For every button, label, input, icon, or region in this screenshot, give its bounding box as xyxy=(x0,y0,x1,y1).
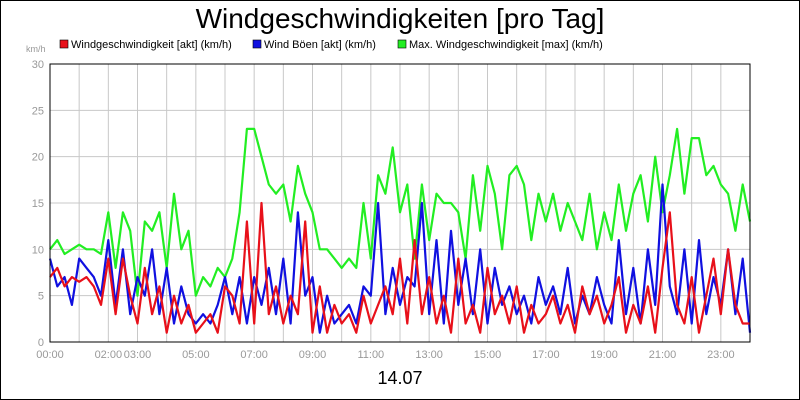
x-tick-label: 00:00 xyxy=(36,349,64,361)
legend-label: Wind Böen [akt] (km/h) xyxy=(264,39,376,51)
y-tick-label: 20 xyxy=(32,152,44,164)
y-tick-label: 15 xyxy=(32,198,44,210)
x-tick-label: 15:00 xyxy=(474,349,502,361)
y-tick-label: 5 xyxy=(38,291,44,303)
x-tick-label: 09:00 xyxy=(299,349,327,361)
series-line-1 xyxy=(48,183,752,334)
x-tick-label: 05:00 xyxy=(182,349,210,361)
legend-label: Max. Windgeschwindigkeit [max] (km/h) xyxy=(409,39,603,51)
y-axis-tick-labels: 0 5 10 15 20 25 30 xyxy=(32,59,44,349)
y-tick-label: 0 xyxy=(38,337,44,349)
y-axis-unit-label: km/h xyxy=(26,44,46,54)
x-axis-tick-labels: 00:00 02:00 03:00 05:00 07:00 09:00 11:00 13:00… xyxy=(36,349,734,361)
series-line-0 xyxy=(49,201,750,334)
chart-title: Windgeschwindigkeiten [pro Tag] xyxy=(196,3,605,34)
x-tick-label: 03:00 xyxy=(124,349,152,361)
plot-border xyxy=(49,63,751,343)
legend-swatch xyxy=(252,39,262,49)
x-tick-label: 07:00 xyxy=(240,349,268,361)
y-tick-label: 10 xyxy=(32,244,44,256)
series-lines xyxy=(48,127,752,334)
chart-legend: Windgeschwindigkeit [akt] (km/h) Wind Böe… xyxy=(59,39,603,51)
x-tick-label: 02:00 xyxy=(95,349,123,361)
x-tick-label: 21:00 xyxy=(649,349,677,361)
x-tick-label: 11:00 xyxy=(357,349,384,361)
x-tick-label: 19:00 xyxy=(590,349,618,361)
legend-swatch xyxy=(59,39,69,49)
y-tick-label: 30 xyxy=(32,59,44,71)
grid-lines xyxy=(50,64,750,342)
x-tick-label: 13:00 xyxy=(415,349,443,361)
x-tick-label: 17:00 xyxy=(532,349,560,361)
x-tick-label: 23:00 xyxy=(707,349,735,361)
y-tick-label: 25 xyxy=(32,105,44,117)
legend-label: Windgeschwindigkeit [akt] (km/h) xyxy=(71,39,232,51)
x-axis-date-label: 14.07 xyxy=(377,368,422,388)
legend-swatch xyxy=(397,39,407,49)
